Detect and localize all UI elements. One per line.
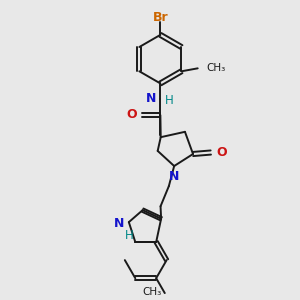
Text: N: N — [146, 92, 157, 105]
Text: H: H — [125, 229, 134, 242]
Text: Br: Br — [153, 11, 168, 25]
Text: N: N — [114, 217, 124, 230]
Text: N: N — [169, 170, 179, 184]
Text: CH₃: CH₃ — [206, 63, 225, 73]
Text: O: O — [126, 108, 137, 121]
Text: H: H — [165, 94, 174, 107]
Text: O: O — [216, 146, 227, 159]
Text: CH₃: CH₃ — [142, 287, 161, 298]
